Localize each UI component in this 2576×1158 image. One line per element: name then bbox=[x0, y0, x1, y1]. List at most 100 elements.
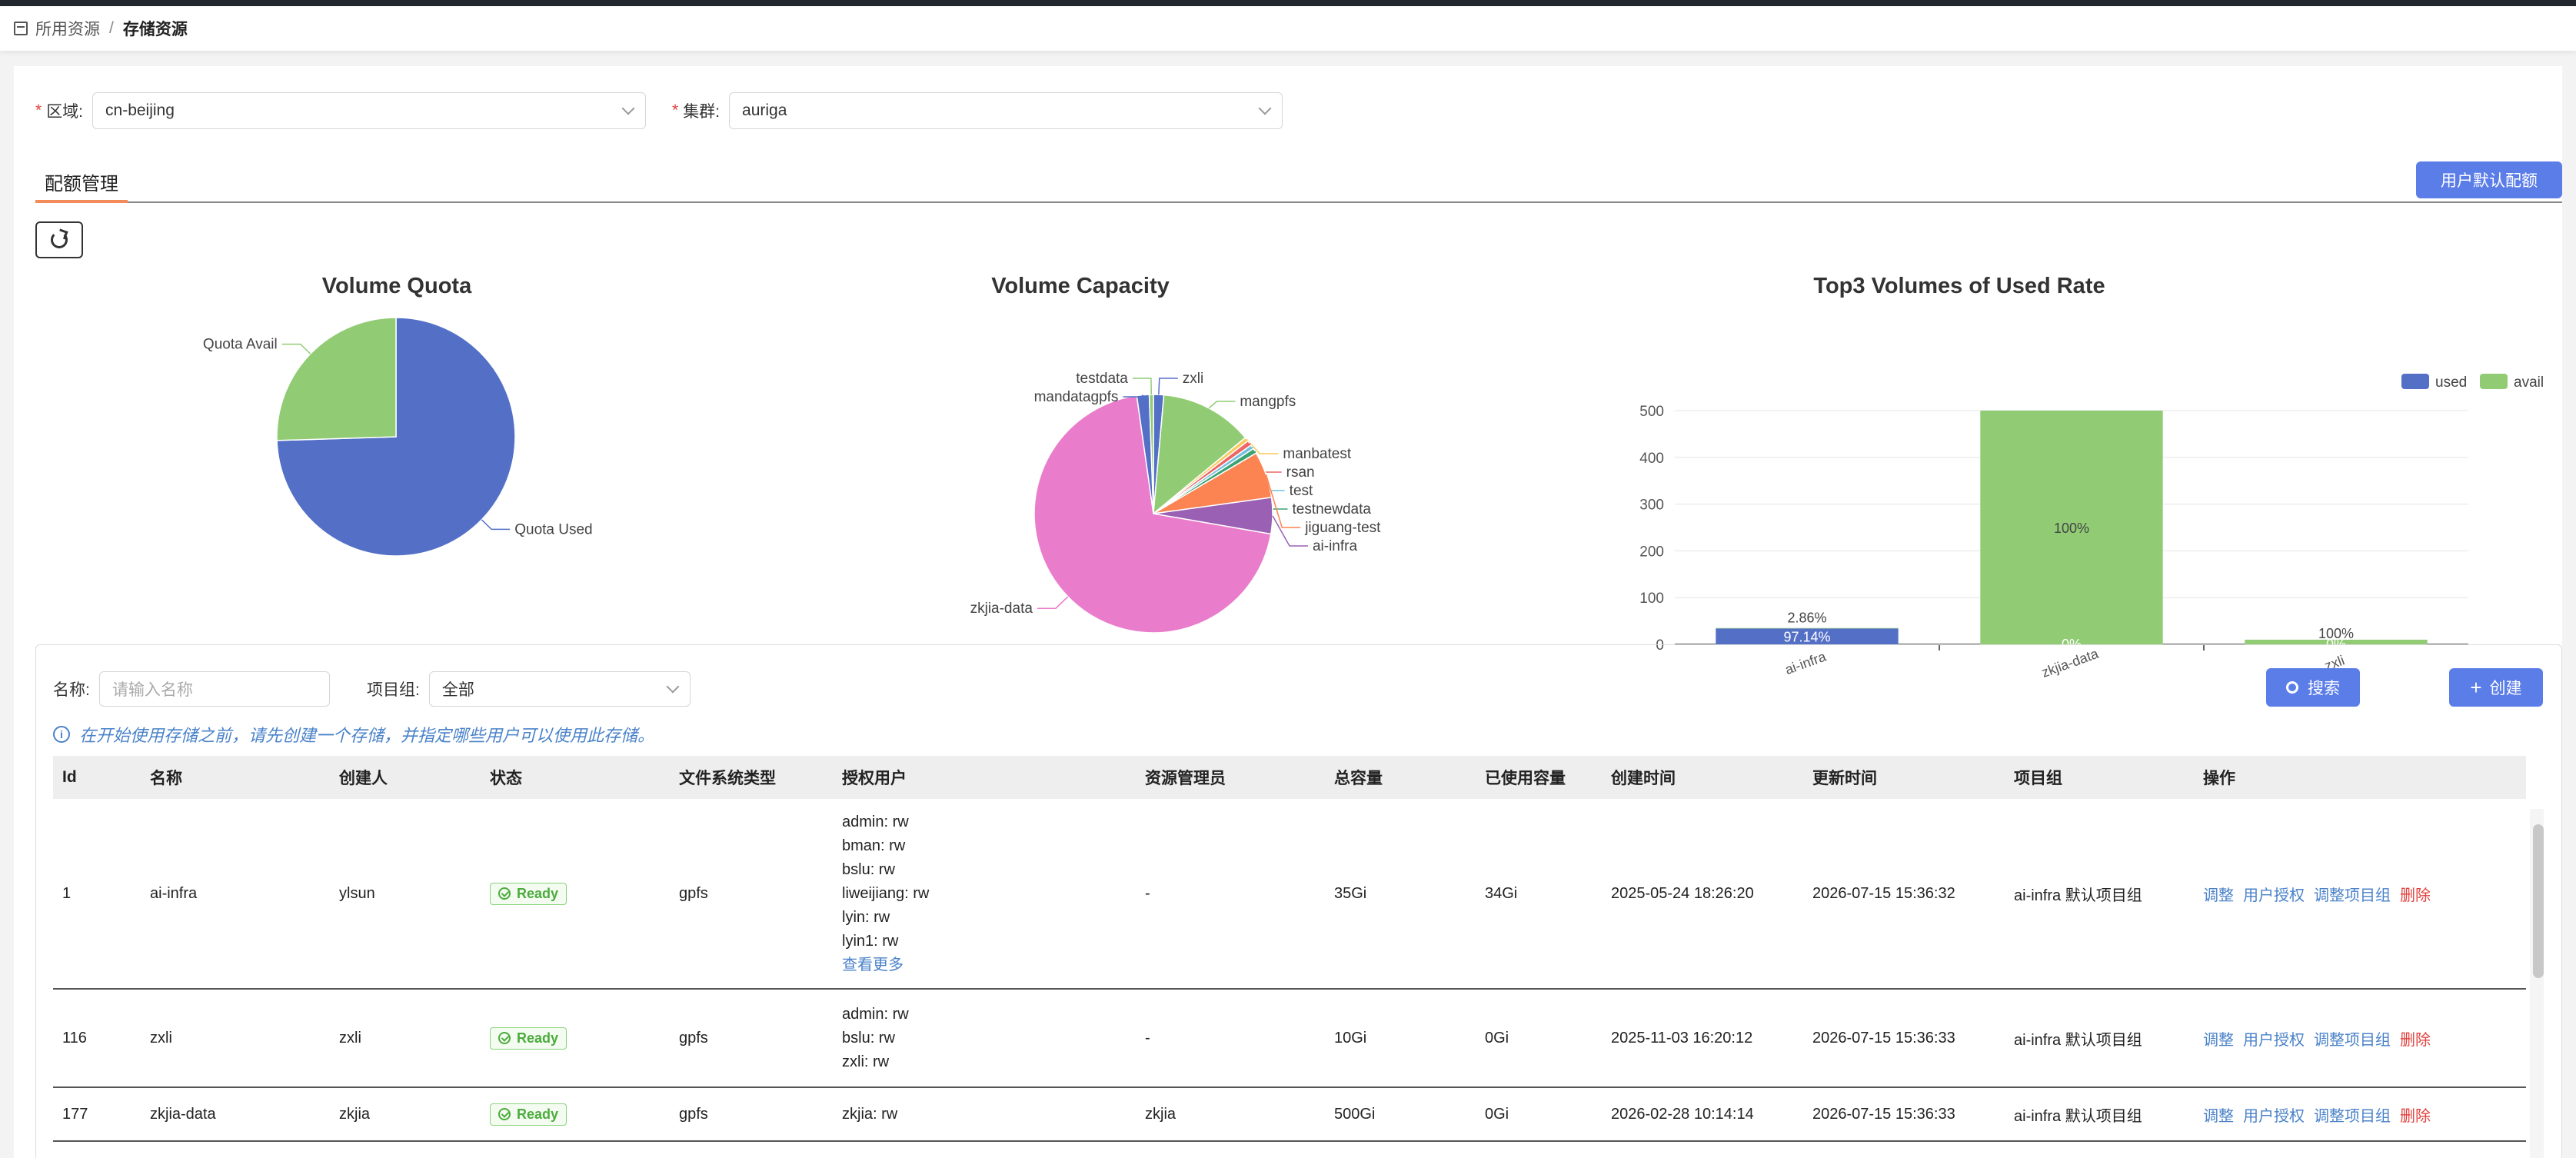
pie-leader-zxli bbox=[1158, 378, 1178, 395]
cluster-select[interactable]: auriga bbox=[729, 92, 1283, 129]
adjust-button[interactable]: 调整 bbox=[2203, 887, 2234, 904]
name-label: 名称: bbox=[53, 681, 90, 699]
header-fs-type: 文件系统类型 bbox=[679, 770, 776, 787]
user-auth-button[interactable]: 用户授权 bbox=[2243, 1031, 2305, 1049]
user-auth-button[interactable]: 用户授权 bbox=[2243, 1107, 2305, 1125]
cell-id: 116 bbox=[62, 1029, 87, 1047]
cell-users: admin: rw bman: rw bslu: rw liweijiang: rw l… bbox=[833, 810, 1136, 977]
adjust-button[interactable]: 调整 bbox=[2203, 1031, 2234, 1049]
cell-users: admin: rw bslu: rw zxli: rw bbox=[833, 1003, 1136, 1074]
required-mark: * bbox=[35, 101, 42, 119]
volume-capacity-pie: zxli mangpfs manbatest rsan test testnewdata j… bbox=[970, 371, 1381, 634]
y-tick-label: 200 bbox=[1639, 544, 1664, 560]
pie-leader-quota-used bbox=[481, 519, 511, 531]
volume-capacity-title: Volume Capacity bbox=[991, 274, 1170, 298]
table-body: 1 ai-infra ylsun Ready gpfs admin: rw bman: rw… bbox=[53, 799, 2526, 1142]
status-badge: Ready bbox=[490, 1027, 567, 1050]
cell-fs-type: gpfs bbox=[679, 1029, 708, 1047]
search-button[interactable]: 搜索 bbox=[2266, 668, 2360, 707]
delete-button[interactable]: 删除 bbox=[2400, 1031, 2431, 1049]
refresh-button[interactable] bbox=[35, 221, 83, 258]
delete-button[interactable]: 删除 bbox=[2400, 1107, 2431, 1125]
user-entry: lyin: rw bbox=[842, 908, 890, 926]
y-tick-label: 300 bbox=[1639, 497, 1664, 514]
tab-quota-management[interactable]: 配额管理 bbox=[35, 163, 128, 203]
check-circle-icon bbox=[498, 1032, 511, 1044]
volume-quota-pie: Quota Used Quota Avail bbox=[203, 317, 593, 557]
cell-updated: 2026-07-15 15:36:33 bbox=[1812, 1029, 1955, 1047]
cell-fs-type: gpfs bbox=[679, 1105, 708, 1123]
cell-created: 2025-05-24 18:26:20 bbox=[1611, 884, 1754, 902]
breadcrumb-parent[interactable]: 所用资源 bbox=[35, 21, 100, 38]
required-mark: * bbox=[672, 101, 679, 119]
project-value: 全部 bbox=[441, 681, 474, 699]
project-select[interactable]: 全部 bbox=[428, 671, 691, 707]
volume-quota-title: Volume Quota bbox=[321, 274, 472, 298]
pie-label-quota-used: Quota Used bbox=[514, 521, 592, 537]
breadcrumb-separator: / bbox=[109, 19, 114, 37]
cell-name: ai-infra bbox=[150, 884, 198, 902]
user-entry: zkjia: rw bbox=[842, 1105, 898, 1123]
delete-button[interactable]: 删除 bbox=[2400, 887, 2431, 904]
info-message: i 在开始使用存储之前，请先创建一个存储，并指定哪些用户可以使用此存储。 bbox=[53, 722, 654, 747]
adjust-project-button[interactable]: 调整项目组 bbox=[2314, 1031, 2391, 1049]
bar-label-used-ai-infra: 97.14% bbox=[1783, 630, 1830, 645]
breadcrumb-current: 存储资源 bbox=[122, 21, 188, 38]
project-filter: 项目组: 全部 bbox=[367, 671, 691, 707]
bar-avail-zxli[interactable] bbox=[2245, 639, 2428, 644]
top3-bar-chart: 010020030040050097.14%2.86%ai-infra0%100… bbox=[1639, 374, 2544, 680]
chevron-down-icon bbox=[621, 101, 635, 115]
header-used: 已使用容量 bbox=[1485, 770, 1566, 787]
table-row: 116 zxli zxli Ready gpfs admin: rw bslu: rw zxl… bbox=[53, 990, 2526, 1088]
info-icon: i bbox=[53, 726, 70, 743]
pie-leader-manbatest bbox=[1246, 438, 1279, 454]
pie-slice-quota-used[interactable] bbox=[276, 317, 516, 557]
scrollbar-thumb[interactable] bbox=[2533, 824, 2544, 978]
cell-total: 500Gi bbox=[1334, 1105, 1376, 1123]
pie-slice-quota-avail[interactable] bbox=[276, 317, 397, 441]
info-text: 在开始使用存储之前，请先创建一个存储，并指定哪些用户可以使用此存储。 bbox=[79, 726, 655, 745]
cell-name: zxli bbox=[150, 1029, 172, 1047]
tab-bar: 配额管理 bbox=[35, 163, 2562, 203]
cell-creator: zkjia bbox=[339, 1105, 371, 1123]
table-row: 177 zkjia-data zkjia Ready gpfs zkjia: rw zkji… bbox=[53, 1088, 2526, 1142]
user-default-quota-button[interactable]: 用户默认配额 bbox=[2416, 161, 2562, 198]
header-ops: 操作 bbox=[2203, 770, 2235, 787]
bar-label-avail-zxli: 100% bbox=[2318, 626, 2354, 641]
cell-creator: ylsun bbox=[339, 884, 375, 902]
user-entry: bslu: rw bbox=[842, 860, 895, 878]
name-search-input[interactable]: 请输入名称 bbox=[98, 671, 330, 707]
pie-leader-ai-infra bbox=[1272, 515, 1308, 547]
user-entry: liweijiang: rw bbox=[842, 884, 930, 902]
user-entry: bslu: rw bbox=[842, 1029, 895, 1047]
header-project: 项目组 bbox=[2014, 770, 2062, 787]
name-filter: 名称: 请输入名称 bbox=[53, 671, 330, 707]
view-more-link[interactable]: 查看更多 bbox=[842, 956, 904, 973]
cell-used: 34Gi bbox=[1485, 884, 1518, 902]
region-select[interactable]: cn-beijing bbox=[92, 92, 647, 129]
user-auth-button[interactable]: 用户授权 bbox=[2243, 887, 2305, 904]
bar-used-ai-infra[interactable] bbox=[1716, 628, 1899, 644]
pie-slice-mangpfs[interactable] bbox=[1153, 394, 1246, 515]
cell-total: 35Gi bbox=[1334, 884, 1367, 902]
create-button[interactable]: + 创建 bbox=[2449, 668, 2543, 707]
header-id: Id bbox=[62, 768, 77, 786]
user-entry: admin: rw bbox=[842, 813, 909, 830]
bar-avail-zkjia-data[interactable] bbox=[1980, 411, 2163, 644]
adjust-project-button[interactable]: 调整项目组 bbox=[2314, 1107, 2391, 1125]
bar-avail-ai-infra[interactable] bbox=[1716, 627, 1899, 629]
cell-users: zkjia: rw bbox=[833, 1103, 1136, 1126]
adjust-project-button[interactable]: 调整项目组 bbox=[2314, 887, 2391, 904]
cell-ops: 调整 用户授权 调整项目组 删除 bbox=[2194, 1103, 2440, 1126]
cell-name: zkjia-data bbox=[150, 1105, 216, 1123]
cell-creator: zxli bbox=[339, 1029, 361, 1047]
adjust-button[interactable]: 调整 bbox=[2203, 1107, 2234, 1125]
pie-leader-quota-avail bbox=[281, 343, 311, 354]
legend-swatch-used[interactable] bbox=[2401, 374, 2429, 389]
legend-swatch-avail[interactable] bbox=[2480, 374, 2508, 389]
pie-slice-zkjia-data[interactable] bbox=[1033, 394, 1272, 634]
status-text: Ready bbox=[517, 885, 559, 901]
cell-used: 0Gi bbox=[1485, 1029, 1509, 1047]
pie-label-manbatest: manbatest bbox=[1283, 446, 1351, 462]
pie-label-quota-avail: Quota Avail bbox=[203, 337, 278, 353]
